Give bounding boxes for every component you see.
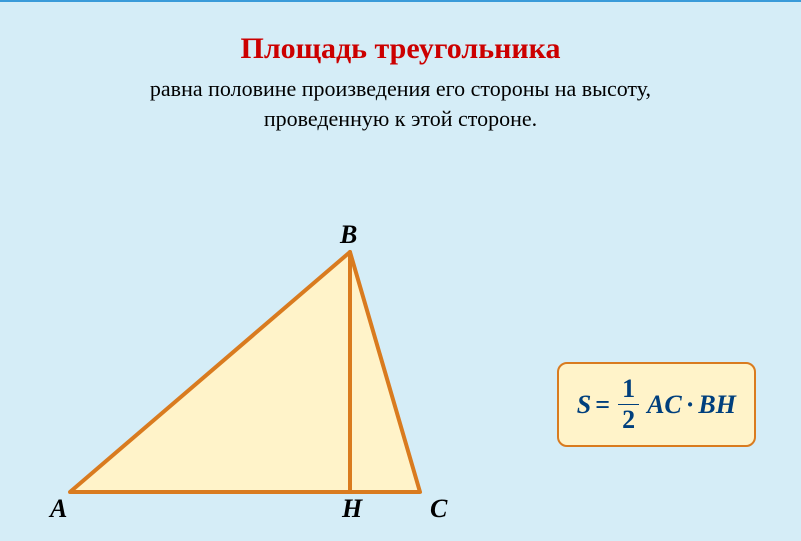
triangle-svg [50, 232, 470, 522]
formula-numerator: 1 [618, 376, 639, 404]
formula: S = 1 2 AC · BH [577, 376, 736, 433]
formula-denominator: 2 [618, 404, 639, 433]
slide-subtitle: равна половине произведения его стороны … [0, 74, 801, 133]
formula-ac: AC [647, 390, 682, 420]
triangle-diagram: A B C H [50, 232, 470, 522]
triangle-shape [70, 252, 420, 492]
formula-dot: · [686, 390, 695, 420]
vertex-label-c: C [430, 494, 447, 524]
formula-s: S [577, 390, 591, 420]
formula-eq: = [595, 390, 610, 420]
slide: Площадь треугольника равна половине прои… [0, 0, 801, 541]
formula-box: S = 1 2 AC · BH [557, 362, 756, 447]
vertex-label-b: B [340, 220, 357, 250]
vertex-label-a: A [50, 494, 67, 524]
vertex-label-h: H [342, 494, 362, 524]
subtitle-line1: равна половине произведения его стороны … [0, 74, 801, 104]
formula-fraction: 1 2 [618, 376, 639, 433]
slide-title: Площадь треугольника [0, 2, 801, 66]
formula-bh: BH [698, 390, 736, 420]
subtitle-line2: проведенную к этой стороне. [0, 104, 801, 134]
